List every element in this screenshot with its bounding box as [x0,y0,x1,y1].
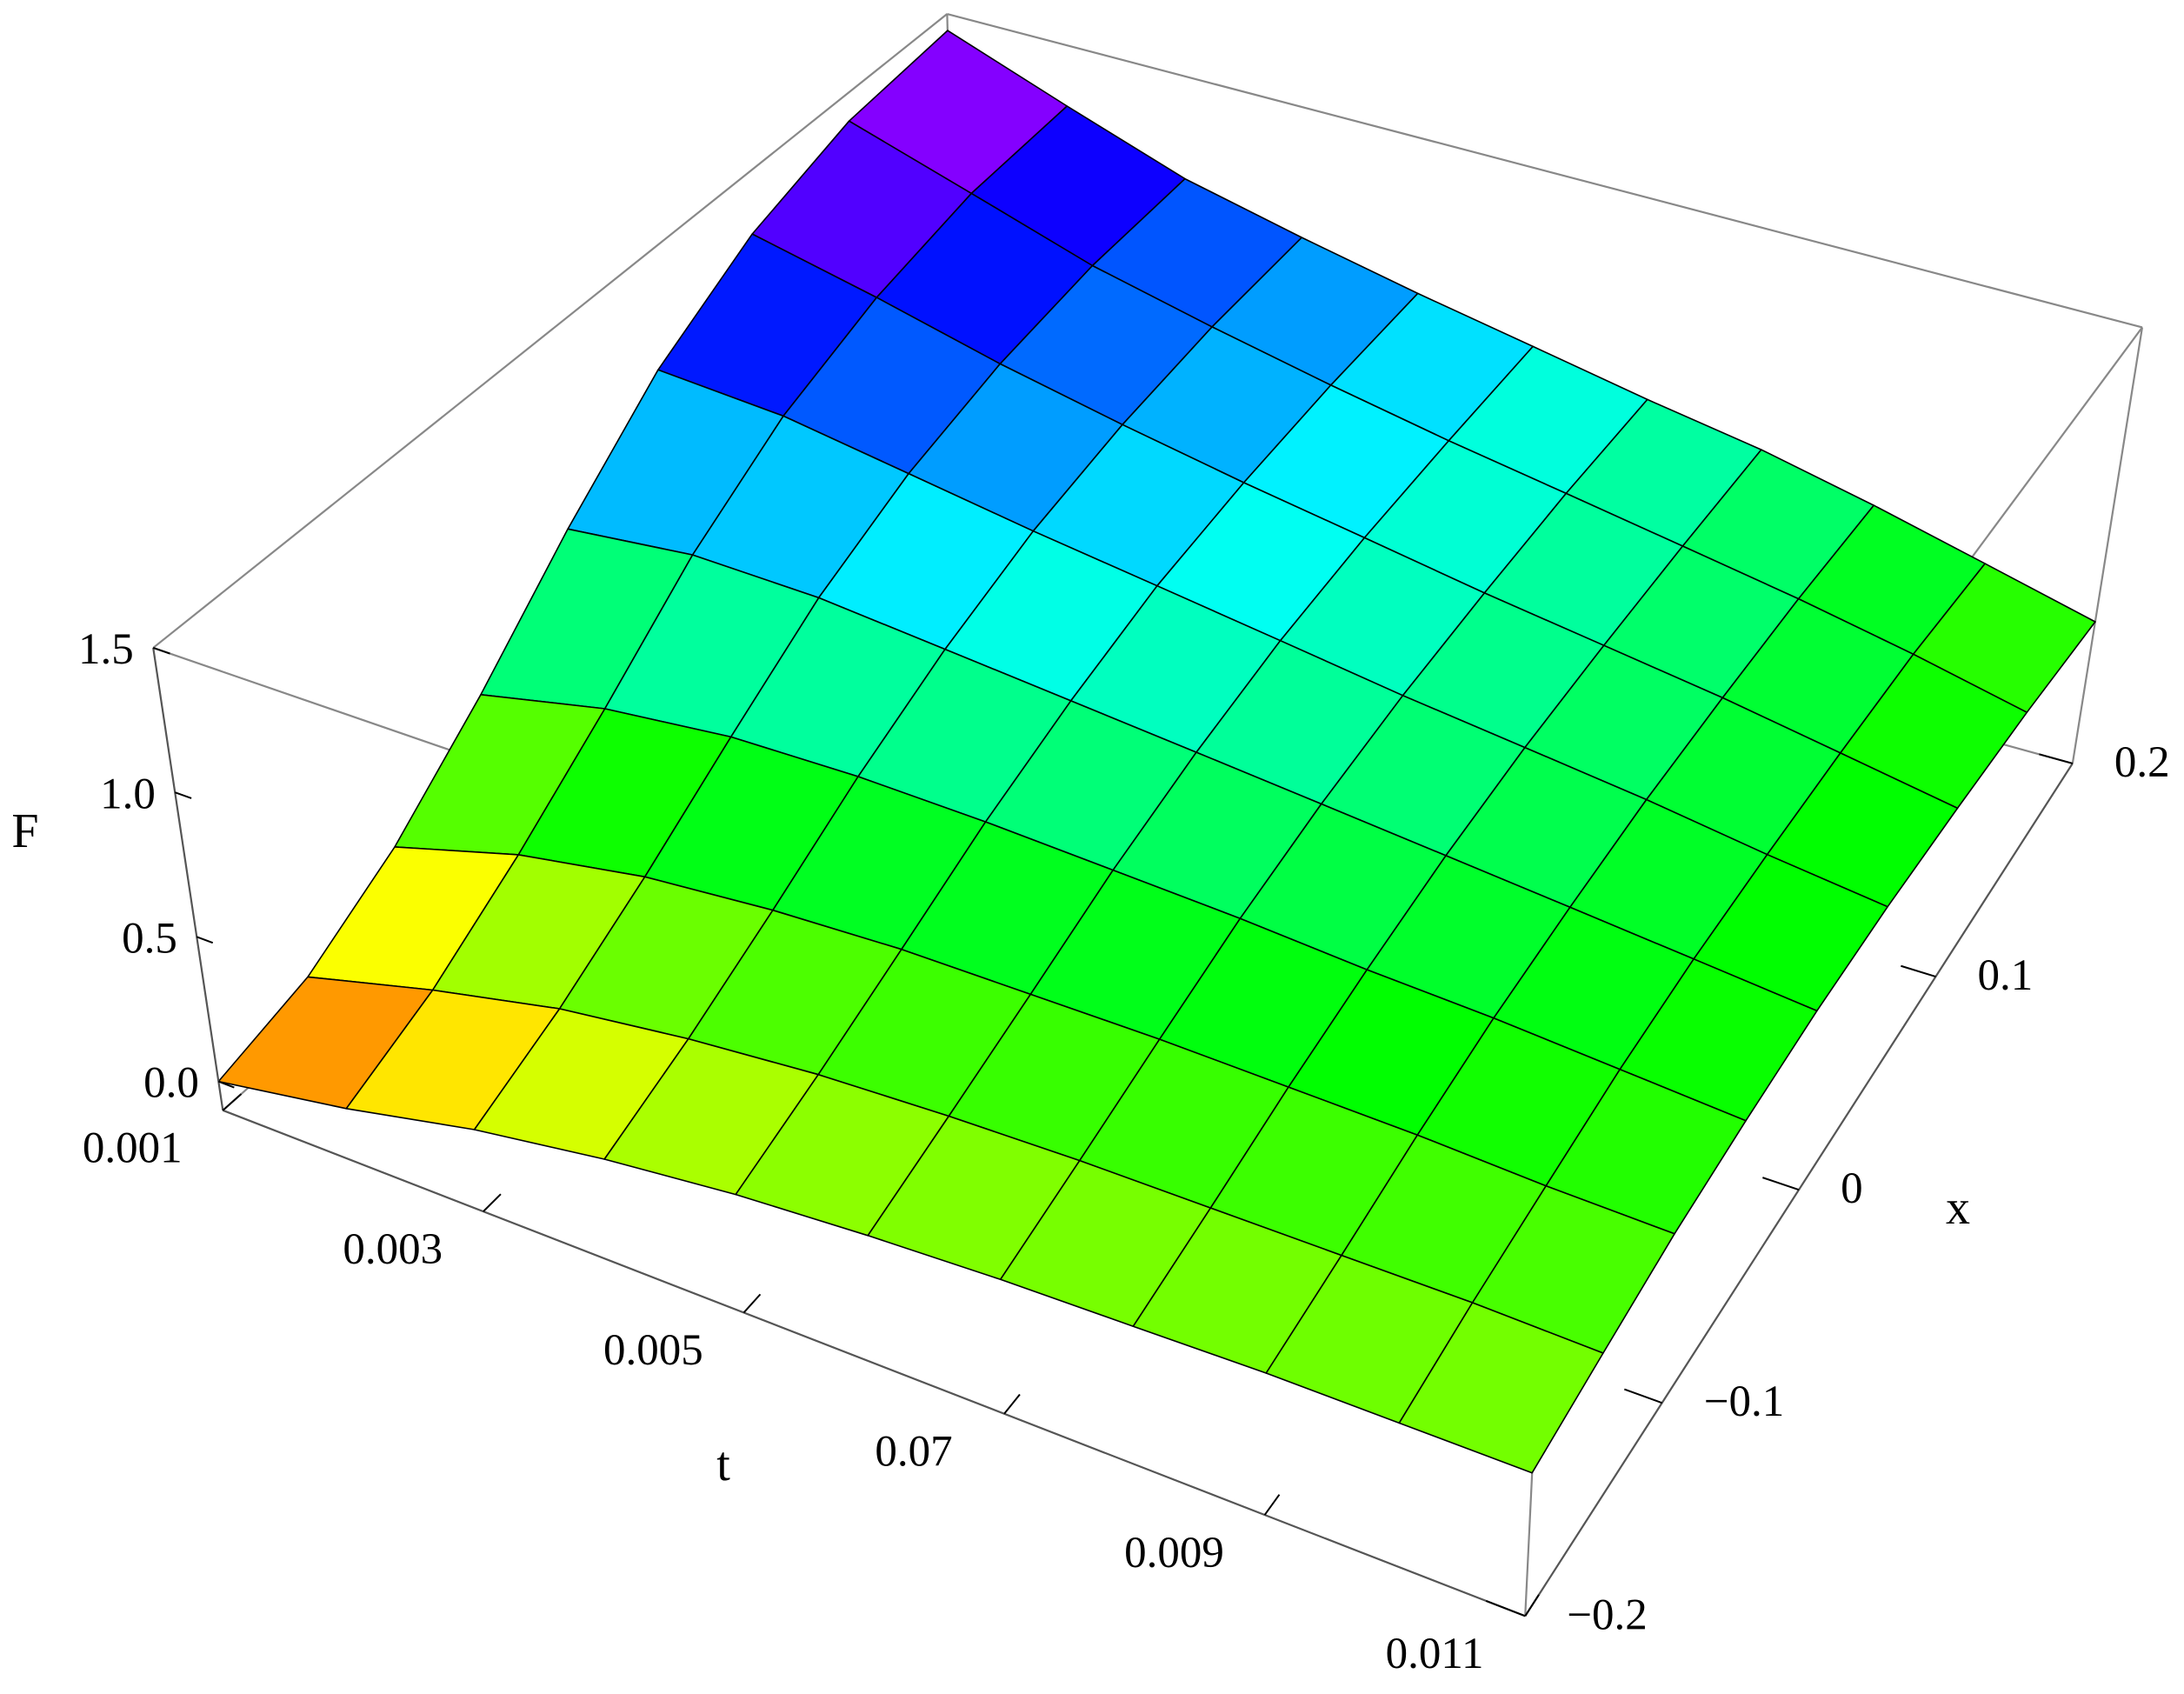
t-tick [483,1193,502,1212]
t-tick-label: 0.07 [875,1428,952,1477]
t-tick-label: 0.001 [83,1124,183,1173]
box-edge [152,647,224,1110]
surface-patch [1398,1302,1604,1474]
x-tick [1623,1388,1662,1404]
z-tick [152,647,170,655]
z-tick-label: 1.0 [100,770,156,818]
z-tick [217,1080,235,1089]
t-tick [1524,1594,1540,1617]
x-tick-label: −0.2 [1567,1591,1648,1639]
t-tick [1003,1393,1021,1415]
x-axis-label: x [1946,1181,1970,1235]
t-tick [742,1293,762,1314]
z-tick-label: 1.5 [78,625,134,674]
z-tick-label: 0.5 [122,914,177,963]
t-tick-label: 0.009 [1124,1529,1224,1577]
x-tick-label: 0.2 [2114,738,2170,787]
t-tick [1263,1494,1281,1516]
x-tick-label: 0.1 [1977,951,2033,1000]
t-tick-label: 0.011 [1386,1630,1484,1678]
box-edge [2071,327,2144,764]
x-tick-label: −0.1 [1704,1377,1785,1426]
box-edge [947,12,2143,329]
z-tick-label: 0.0 [143,1059,199,1108]
x-tick [1762,1177,1800,1191]
z-axis-label: F [11,804,38,858]
z-tick [196,936,214,944]
z-tick [174,791,192,799]
t-axis-label: t [716,1437,730,1491]
x-tick [2039,753,2074,764]
t-tick-label: 0.005 [603,1326,703,1375]
x-tick [1485,1599,1526,1617]
box-edge [152,13,949,649]
x-tick-label: 0 [1841,1164,1863,1213]
t-tick [222,1093,243,1111]
x-tick [1901,964,1936,977]
t-tick-label: 0.003 [343,1225,443,1274]
box-edge [222,1109,1526,1617]
